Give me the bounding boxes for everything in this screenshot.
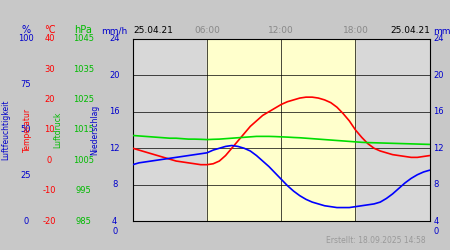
Text: 16: 16 xyxy=(109,107,120,116)
Text: 10: 10 xyxy=(44,126,55,134)
Text: 16: 16 xyxy=(433,107,444,116)
Text: Luftdruck: Luftdruck xyxy=(53,112,62,148)
Text: 20: 20 xyxy=(433,71,444,80)
Text: hPa: hPa xyxy=(74,25,92,35)
Text: 1025: 1025 xyxy=(73,95,94,104)
Text: 75: 75 xyxy=(21,80,32,89)
Text: 0: 0 xyxy=(112,227,117,236)
Text: °C: °C xyxy=(44,25,55,35)
Text: Erstellt: 18.09.2025 14:58: Erstellt: 18.09.2025 14:58 xyxy=(326,236,425,245)
Text: -20: -20 xyxy=(43,217,56,226)
Text: 12:00: 12:00 xyxy=(268,26,294,35)
Text: 8: 8 xyxy=(112,180,117,189)
Text: 12: 12 xyxy=(433,144,444,153)
Text: 0: 0 xyxy=(47,156,52,165)
Text: 18:00: 18:00 xyxy=(342,26,369,35)
Text: 50: 50 xyxy=(21,126,32,134)
Text: 1045: 1045 xyxy=(73,34,94,43)
Text: 1035: 1035 xyxy=(73,65,94,74)
Text: 20: 20 xyxy=(44,95,55,104)
Text: 0: 0 xyxy=(23,217,29,226)
Text: 25.04.21: 25.04.21 xyxy=(134,26,174,35)
Text: 4: 4 xyxy=(112,217,117,226)
Text: 24: 24 xyxy=(109,34,120,43)
Text: 0: 0 xyxy=(433,227,439,236)
Text: Luftfeuchtigkeit: Luftfeuchtigkeit xyxy=(1,100,10,160)
Text: 25.04.21: 25.04.21 xyxy=(390,26,430,35)
Text: 100: 100 xyxy=(18,34,34,43)
Text: -10: -10 xyxy=(43,186,56,195)
Text: 06:00: 06:00 xyxy=(194,26,220,35)
Text: 8: 8 xyxy=(433,180,439,189)
Text: 40: 40 xyxy=(44,34,55,43)
Text: mm/h: mm/h xyxy=(433,26,450,35)
Text: 985: 985 xyxy=(75,217,91,226)
Text: Temperatur: Temperatur xyxy=(22,108,32,152)
Text: Niederschlag: Niederschlag xyxy=(90,105,99,155)
Text: 1005: 1005 xyxy=(73,156,94,165)
Text: 20: 20 xyxy=(109,71,120,80)
Text: 25: 25 xyxy=(21,171,32,180)
Text: 12: 12 xyxy=(109,144,120,153)
Bar xyxy=(207,39,356,221)
Text: 995: 995 xyxy=(76,186,91,195)
Text: 1015: 1015 xyxy=(73,126,94,134)
Text: 24: 24 xyxy=(433,34,444,43)
Text: mm/h: mm/h xyxy=(102,26,128,35)
Text: 30: 30 xyxy=(44,65,55,74)
Text: 4: 4 xyxy=(433,217,439,226)
Text: %: % xyxy=(22,25,31,35)
